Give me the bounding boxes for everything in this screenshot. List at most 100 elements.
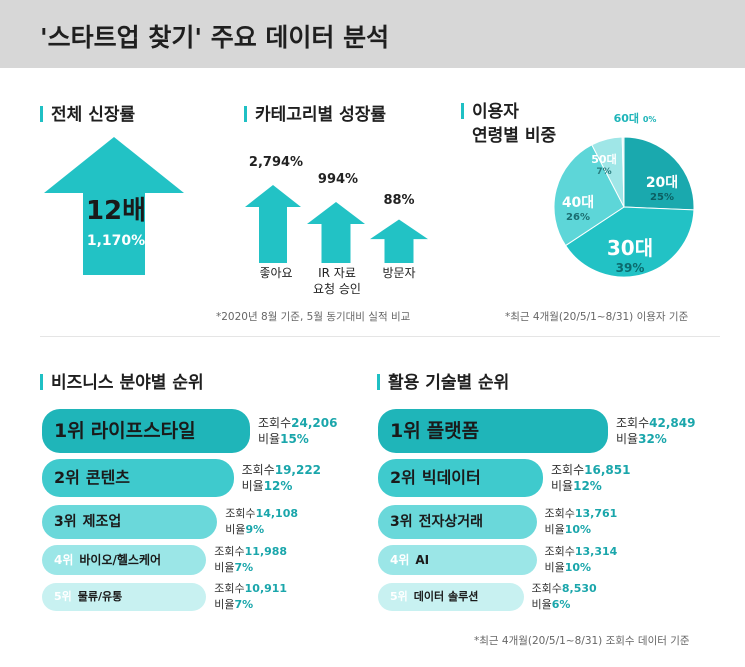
ranking-rank: 4위 (390, 553, 410, 567)
ratio-value: 9% (245, 523, 265, 536)
ranking-bar: 3위 전자상거래 (378, 505, 537, 539)
ranking-rank: 3위 (390, 514, 413, 530)
category-growth-chart (245, 185, 428, 263)
ranking-bar: 5위 데이터 솔루션 (378, 583, 524, 611)
ranking-name: 데이터 솔루션 (413, 590, 479, 603)
ranking-stats: 조회수24,206 비율15% (258, 415, 337, 447)
ratio-label: 비율 (616, 432, 639, 446)
pie-label-30s: 30대 39% (600, 232, 660, 275)
page-title: '스타트업 찾기' 주요 데이터 분석 (40, 23, 390, 52)
ranking-name: AI (415, 553, 430, 567)
pie-slice-name: 40대 (561, 195, 595, 211)
business-heading: 비즈니스 분야별 순위 (40, 368, 204, 393)
age-pie-chart (553, 136, 695, 278)
ratio-label: 비율 (258, 432, 281, 446)
ranking-stats: 조회수16,851 비율12% (551, 462, 630, 494)
ranking-footnote: *최근 4개월(20/5/1~8/31) 조회수 데이터 기준 (474, 635, 690, 647)
category-name-label: 좋아요 (245, 265, 307, 281)
pie-label-50s: 50대 7% (586, 151, 622, 177)
pie-slice (621, 136, 625, 208)
ranking-rank: 3위 (54, 514, 77, 530)
ranking-name: 바이오/헬스케어 (79, 553, 162, 567)
category-growth-arrow (307, 201, 365, 263)
pie-slice-name: 50대 (591, 153, 617, 166)
views-label: 조회수 (544, 545, 575, 558)
ranking-name: 라이프스타일 (90, 420, 196, 442)
ranking-rank: 4위 (54, 553, 74, 567)
category-footnote: *2020년 8월 기준, 5월 동기대비 실적 비교 (216, 311, 411, 323)
age-heading-line1: 이용자 (472, 102, 519, 122)
ranking-name: 플랫폼 (426, 420, 480, 442)
pie-slice-pct: 25% (650, 192, 674, 203)
ratio-value: 6% (551, 598, 571, 611)
ranking-stats: 조회수10,911 비율7% (214, 581, 287, 613)
growth-percent: 1,170% (86, 233, 146, 249)
ranking-rank: 5위 (54, 590, 72, 603)
views-label: 조회수 (551, 463, 585, 477)
views-value: 13,314 (574, 545, 618, 558)
ranking-stats: 조회수8,530 비율6% (532, 581, 597, 613)
growth-heading-text: 전체 신장률 (51, 105, 136, 125)
ranking-name: 빅데이터 (421, 468, 481, 487)
ratio-label: 비율 (241, 479, 264, 493)
ranking-stats: 조회수19,222 비율12% (242, 462, 321, 494)
ratio-label: 비율 (214, 598, 235, 611)
pie-slice (553, 144, 625, 247)
ratio-label: 비율 (214, 561, 235, 574)
views-value: 13,761 (574, 507, 618, 520)
category-value-label: 2,794% (248, 155, 304, 170)
pie-slice-name: 20대 (645, 175, 679, 191)
ranking-bar: 5위 물류/유통 (42, 583, 207, 611)
ranking-name: 콘텐츠 (85, 468, 131, 487)
views-value: 19,222 (274, 463, 322, 477)
pie-label-20s: 20대 25% (637, 172, 687, 203)
views-label: 조회수 (544, 507, 575, 520)
ranking-bar: 1위 라이프스타일 (42, 409, 250, 453)
category-name-label: IR 자료 요청 승인 (306, 265, 368, 297)
views-value: 14,108 (255, 507, 299, 520)
pie-slice-pct: 0% (642, 115, 657, 124)
views-value: 10,911 (244, 582, 288, 595)
age-heading-line2: 연령별 비중 (472, 126, 557, 146)
ratio-value: 12% (573, 479, 602, 493)
ranking-rank: 5위 (390, 590, 408, 603)
growth-arrow (44, 137, 184, 275)
ratio-value: 15% (280, 432, 309, 446)
ranking-bar: 1위 플랫폼 (378, 409, 608, 453)
ratio-label: 비율 (225, 523, 246, 536)
views-label: 조회수 (214, 582, 245, 595)
views-label: 조회수 (241, 463, 275, 477)
ranking-name: 전자상거래 (418, 514, 484, 530)
age-heading: 이용자 연령별 비중 (461, 100, 556, 148)
pie-slice-pct: 26% (566, 212, 590, 223)
category-value-label: 994% (317, 172, 359, 187)
pie-slice-name: 30대 (606, 236, 654, 260)
heading-accent-bar (461, 103, 464, 119)
category-value-label: 88% (383, 193, 415, 208)
pie-slice-pct: 7% (596, 167, 612, 177)
ranking-rank: 1위 (54, 420, 85, 442)
views-label: 조회수 (225, 507, 256, 520)
pie-label-40s: 40대 26% (555, 192, 601, 223)
category-growth-arrow (245, 185, 301, 263)
pie-label-60s: 60대 0% (609, 110, 661, 126)
ranking-rank: 2위 (390, 468, 416, 487)
ranking-bar: 4위 바이오/헬스케어 (42, 545, 207, 575)
views-value: 42,849 (649, 416, 696, 430)
ratio-value: 7% (234, 598, 254, 611)
section-divider (40, 336, 720, 337)
views-value: 8,530 (561, 582, 597, 595)
ranking-name: 물류/유통 (77, 590, 123, 603)
views-label: 조회수 (258, 416, 292, 430)
category-name-line: 방문자 (382, 266, 416, 280)
pie-slice (623, 136, 695, 211)
header-banner: '스타트업 찾기' 주요 데이터 분석 (0, 0, 745, 68)
ranking-stats: 조회수14,108 비율9% (225, 506, 298, 538)
views-value: 24,206 (291, 416, 338, 430)
ratio-value: 10% (564, 523, 592, 536)
ratio-label: 비율 (551, 479, 574, 493)
heading-accent-bar (40, 374, 43, 390)
category-heading: 카테고리별 성장률 (244, 100, 386, 125)
pie-slice-pct: 39% (615, 261, 645, 275)
growth-multiple: 12배 (85, 196, 147, 226)
